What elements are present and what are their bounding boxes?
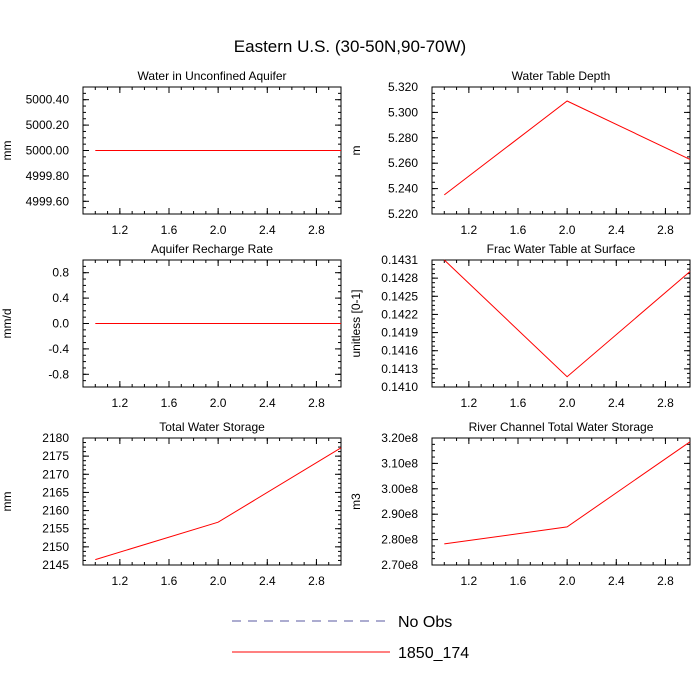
x-tick-label: 2.8 xyxy=(308,396,325,410)
x-tick-label: 2.0 xyxy=(210,574,227,588)
y-tick-label: 2175 xyxy=(42,449,69,463)
panel-water-table-depth: Water Table Depth m 1.2 1.6 2.0 2.4 2.8 5.220 5.… xyxy=(349,69,691,237)
y-tick-label: 0.1428 xyxy=(381,271,418,285)
y-tick-label: 5.320 xyxy=(388,80,418,94)
y-tick-label: 5.280 xyxy=(388,131,418,145)
y-tick-label: 0.1425 xyxy=(381,289,418,303)
panel-title: Frac Water Table at Surface xyxy=(487,242,636,256)
y-axis-label: mm/d xyxy=(0,309,14,339)
panel-title: River Channel Total Water Storage xyxy=(469,420,654,434)
y-tick-label: 3.10e8 xyxy=(381,456,418,470)
x-tick-label: 1.6 xyxy=(161,574,178,588)
x-tick-label: 2.0 xyxy=(210,223,227,237)
y-tick-label: -0.4 xyxy=(48,342,69,356)
panel-title: Water Table Depth xyxy=(512,69,611,83)
x-tick-label: 2.0 xyxy=(210,396,227,410)
x-tick-label: 1.2 xyxy=(112,223,129,237)
y-tick-label: 2170 xyxy=(42,467,69,481)
y-tick-label: 2145 xyxy=(42,558,69,572)
plot-frame xyxy=(82,437,342,566)
y-tick-label: 5000.40 xyxy=(26,93,70,107)
y-tick-label: 5.220 xyxy=(388,207,418,221)
x-tick-label: 2.8 xyxy=(308,574,325,588)
y-tick-label: 5.300 xyxy=(388,105,418,119)
x-tick-label: 2.4 xyxy=(608,396,625,410)
x-tick-label: 1.2 xyxy=(461,574,478,588)
series-line-1850-174 xyxy=(443,259,691,378)
x-tick-label: 2.4 xyxy=(608,223,625,237)
y-tick-label: 0.1422 xyxy=(381,307,418,321)
y-tick-label: 3.20e8 xyxy=(381,431,418,445)
y-tick-label: 2150 xyxy=(42,540,69,554)
y-tick-label: 5.260 xyxy=(388,156,418,170)
y-tick-label: 5000.00 xyxy=(26,144,70,158)
y-tick-label: 0.1419 xyxy=(381,326,418,340)
x-tick-label: 1.6 xyxy=(510,223,527,237)
y-axis-label: mm xyxy=(0,141,14,161)
x-tick-label: 2.8 xyxy=(657,396,674,410)
y-axis-label: m xyxy=(349,146,363,156)
x-tick-label: 1.2 xyxy=(461,396,478,410)
x-tick-label: 2.4 xyxy=(259,574,276,588)
y-tick-label: 2.80e8 xyxy=(381,533,418,547)
y-tick-label: 0.8 xyxy=(52,266,69,280)
x-tick-label: 1.6 xyxy=(510,396,527,410)
x-tick-label: 1.2 xyxy=(112,574,129,588)
panel-total-water-storage: Total Water Storage mm 1.2 1.6 2.0 2.4 2.8 2145… xyxy=(0,420,342,588)
panel-title: Total Water Storage xyxy=(159,420,265,434)
y-tick-label: 0.1410 xyxy=(381,380,418,394)
x-tick-label: 1.6 xyxy=(510,574,527,588)
y-tick-label: 2.90e8 xyxy=(381,507,418,521)
plot-frame xyxy=(431,437,691,566)
panel-title: Aquifer Recharge Rate xyxy=(151,242,273,256)
panel-frac-water-table-at-surface: Frac Water Table at Surface unitless [0-1… xyxy=(349,242,691,410)
y-tick-label: 4999.80 xyxy=(26,169,70,183)
panel-river-channel-total-water-storage: River Channel Total Water Storage m3 1.2 1.… xyxy=(349,420,691,588)
y-tick-label: -0.8 xyxy=(48,367,69,381)
y-tick-label: 2180 xyxy=(42,431,69,445)
y-tick-label: 3.00e8 xyxy=(381,482,418,496)
y-tick-label: 0.1413 xyxy=(381,362,418,376)
legend-label-no-obs: No Obs xyxy=(398,614,452,631)
panel-water-in-unconfined-aquifer: Water in Unconfined Aquifer mm 1.2 1.6 2.0 2.… xyxy=(0,69,342,237)
y-tick-label: 0.0 xyxy=(52,317,69,331)
x-tick-label: 2.4 xyxy=(259,396,276,410)
y-axis-label: mm xyxy=(0,492,14,512)
series-line-1850-174 xyxy=(95,447,342,561)
series-line-1850-174 xyxy=(443,100,691,196)
panel-aquifer-recharge-rate: Aquifer Recharge Rate mm/d 1.2 1.6 2.0 2.4 2.8… xyxy=(0,242,342,410)
figure-title: Eastern U.S. (30-50N,90-70W) xyxy=(234,37,466,56)
x-tick-label: 1.2 xyxy=(461,223,478,237)
x-tick-label: 2.8 xyxy=(308,223,325,237)
plot-frame xyxy=(431,259,691,388)
x-tick-label: 2.4 xyxy=(608,574,625,588)
legend-label-1850-174: 1850_174 xyxy=(398,645,469,662)
x-tick-label: 2.0 xyxy=(559,396,576,410)
x-tick-label: 2.0 xyxy=(559,574,576,588)
x-tick-label: 1.6 xyxy=(161,223,178,237)
legend: No Obs 1850_174 xyxy=(232,614,469,662)
chart-panels: Water in Unconfined Aquifer mm 1.2 1.6 2.0 2.… xyxy=(0,69,691,588)
y-axis-label: unitless [0-1] xyxy=(349,289,363,357)
y-tick-label: 5.240 xyxy=(388,182,418,196)
y-tick-label: 0.4 xyxy=(52,291,69,305)
x-tick-label: 2.0 xyxy=(559,223,576,237)
y-tick-label: 4999.60 xyxy=(26,194,70,208)
x-tick-label: 2.8 xyxy=(657,223,674,237)
x-tick-label: 1.6 xyxy=(161,396,178,410)
y-tick-label: 0.1416 xyxy=(381,344,418,358)
y-tick-label: 2160 xyxy=(42,504,69,518)
y-axis-label: m3 xyxy=(349,493,363,510)
x-tick-label: 2.8 xyxy=(657,574,674,588)
x-tick-label: 2.4 xyxy=(259,223,276,237)
panel-title: Water in Unconfined Aquifer xyxy=(138,69,287,83)
x-tick-label: 1.2 xyxy=(112,396,129,410)
y-tick-label: 2165 xyxy=(42,485,69,499)
y-tick-label: 2.70e8 xyxy=(381,558,418,572)
y-tick-label: 5000.20 xyxy=(26,118,70,132)
y-tick-label: 2155 xyxy=(42,522,69,536)
y-tick-label: 0.1431 xyxy=(381,253,418,267)
series-line-1850-174 xyxy=(444,441,691,545)
